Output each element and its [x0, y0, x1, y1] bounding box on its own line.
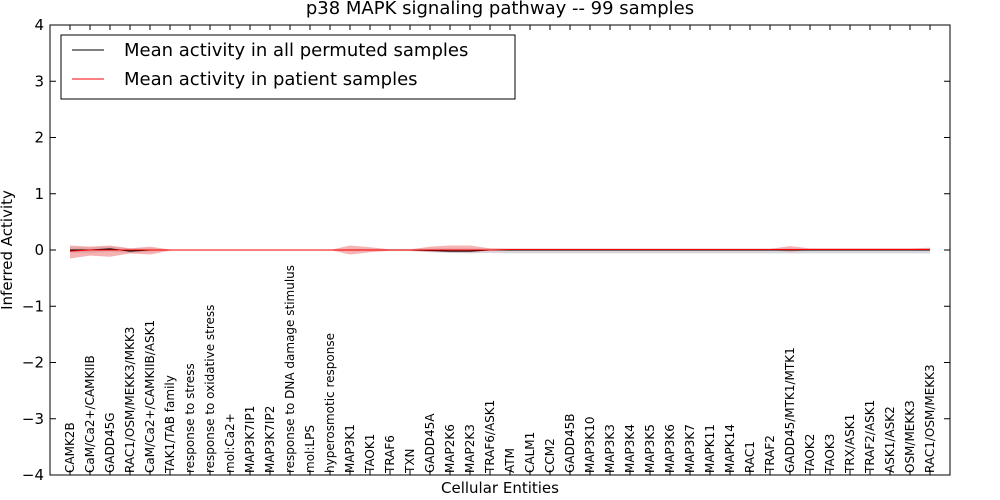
- category-label: TRAF6: [383, 435, 397, 474]
- y-tick-label: 4: [34, 16, 44, 34]
- y-tick-label: 2: [34, 129, 44, 147]
- legend: Mean activity in all permuted samples Me…: [60, 34, 516, 100]
- category-label: TRAF2: [763, 435, 777, 474]
- category-label: TAOK1: [363, 434, 377, 474]
- category-label: MAP2K6: [443, 424, 457, 473]
- category-label: ATM: [503, 448, 517, 473]
- category-label: TRAF6/ASK1: [483, 400, 497, 474]
- category-label: TRAF2/ASK1: [863, 400, 877, 474]
- y-tick-label: −1: [22, 297, 44, 315]
- category-label: TRX/ASK1: [843, 414, 857, 474]
- category-label: CAMK2B: [63, 422, 77, 473]
- category-labels: CAMK2B CaM/Ca2+/CAMKIIB GADD45G RAC1/OSM/ME…: [63, 265, 937, 474]
- line-patient: [69, 248, 930, 252]
- category-label: MAP3K6: [663, 424, 677, 473]
- category-label: mol:LPS: [303, 425, 317, 473]
- category-label: RAC1: [743, 441, 757, 473]
- category-label: GADD45/MTK1/MTK1: [783, 347, 797, 473]
- category-label: MAP3K3: [603, 424, 617, 473]
- x-axis: [69, 25, 931, 475]
- category-label: MAP3K10: [583, 416, 597, 473]
- category-label: MAP3K7: [683, 424, 697, 473]
- y-axis-title: Inferred Activity: [0, 190, 16, 310]
- chart-title: p38 MAPK signaling pathway -- 99 samples: [306, 0, 694, 19]
- category-label: CCM2: [543, 438, 557, 473]
- y-tick-label: −4: [22, 466, 44, 484]
- series-lines: [69, 248, 930, 252]
- category-label: TAK1/TAB family: [163, 375, 177, 474]
- category-label: OSM/MEKK3: [903, 400, 917, 473]
- legend-box: [60, 34, 516, 100]
- category-label: GADD45B: [563, 414, 577, 474]
- category-label: MAP2K3: [463, 424, 477, 473]
- x-axis-title: Cellular Entities: [441, 479, 559, 497]
- category-label: ASK1/ASK2: [883, 406, 897, 473]
- y-tick-label: 0: [34, 241, 44, 259]
- category-label: GADD45A: [423, 413, 437, 473]
- y-tick-label: −2: [22, 354, 44, 372]
- legend-label-permuted: Mean activity in all permuted samples: [124, 40, 468, 61]
- category-label: TAOK2: [803, 434, 817, 474]
- category-label: response to stress: [183, 363, 197, 473]
- category-label: MAPK14: [723, 424, 737, 473]
- category-label: TAOK3: [823, 434, 837, 474]
- y-tick-label: 3: [34, 72, 44, 90]
- category-label: response to oxidative stress: [203, 305, 217, 473]
- category-label: RAC1/OSM/MEKK3: [923, 364, 937, 473]
- legend-label-patient: Mean activity in patient samples: [124, 69, 418, 90]
- y-tick-label: −3: [22, 410, 44, 428]
- category-label: MAP3K5: [643, 424, 657, 473]
- category-label: MAP3K4: [623, 424, 637, 473]
- category-label: CaM/Ca2+/CAMKIIB/ASK1: [143, 320, 157, 473]
- category-label: MAP3K7IP2: [263, 406, 277, 473]
- category-label: TXN: [403, 448, 417, 474]
- category-label: hyperosmotic response: [323, 333, 337, 473]
- category-label: MAP3K7IP1: [243, 406, 257, 473]
- category-label: response to DNA damage stimulus: [283, 265, 297, 473]
- category-label: CALM1: [523, 432, 537, 473]
- category-label: GADD45G: [103, 412, 117, 473]
- category-label: MAPK11: [703, 424, 717, 473]
- y-tick-label: 1: [34, 185, 44, 203]
- category-label: MAP3K1: [343, 424, 357, 473]
- category-label: CaM/Ca2+/CAMKIIB: [83, 355, 97, 473]
- y-axis: −4 −3 −2 −1 0 1 2 3 4: [22, 16, 950, 484]
- category-label: RAC1/OSM/MEKK3/MKK3: [123, 327, 137, 473]
- category-label: mol:Ca2+: [223, 413, 237, 473]
